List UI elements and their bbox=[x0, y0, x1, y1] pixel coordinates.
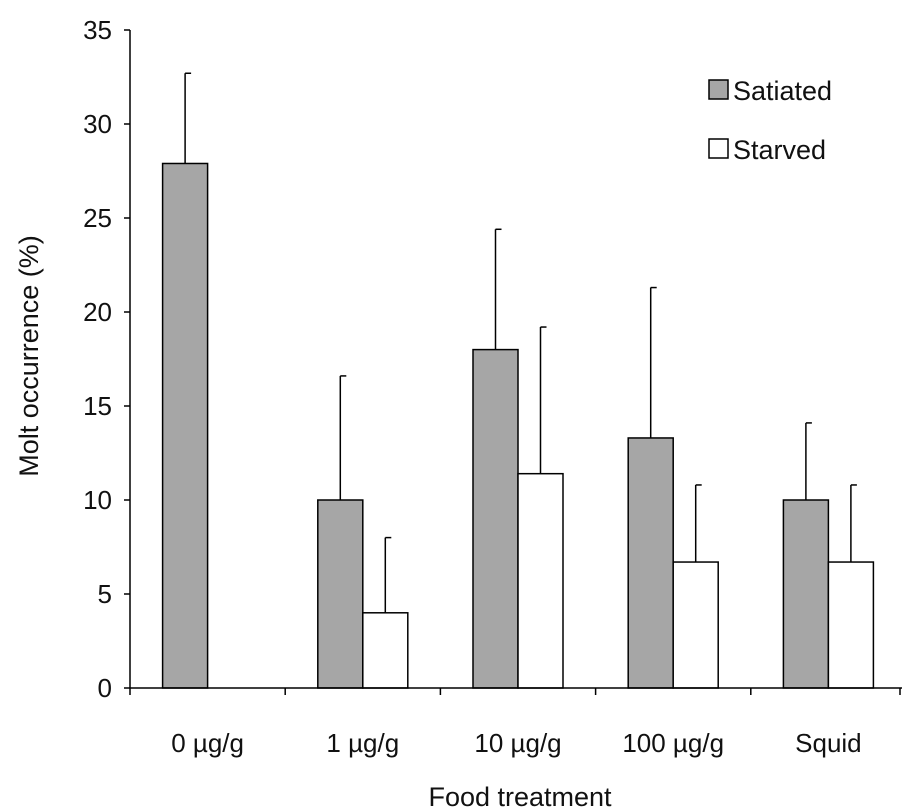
bar-satiated-3 bbox=[627, 437, 674, 689]
x-tick-label-2: 10 µg/g bbox=[474, 728, 561, 758]
error-bars-layer bbox=[184, 72, 857, 613]
legend-label-starved: Starved bbox=[733, 135, 826, 165]
bar-starved-4 bbox=[827, 561, 875, 689]
bar-starved-1 bbox=[362, 612, 409, 689]
y-tick-label-5: 5 bbox=[98, 579, 112, 609]
bar-starved-2 bbox=[517, 472, 564, 689]
y-axis-title: Molt occurrence (%) bbox=[14, 235, 44, 477]
y-tick-label-30: 30 bbox=[83, 109, 112, 139]
bar-starved-3 bbox=[672, 561, 719, 689]
legend-swatch-starved bbox=[708, 138, 729, 159]
bar-satiated-2 bbox=[472, 348, 519, 689]
bar-satiated-4 bbox=[782, 499, 830, 689]
x-tick-label-4: Squid bbox=[795, 728, 862, 758]
legend-swatch-satiated bbox=[708, 79, 729, 100]
y-tick-label-25: 25 bbox=[83, 203, 112, 233]
legend: Satiated Starved bbox=[708, 76, 832, 165]
bar-satiated-1 bbox=[317, 499, 364, 689]
legend-label-satiated: Satiated bbox=[733, 76, 832, 106]
bars-layer bbox=[161, 162, 875, 689]
x-ticks-layer: 0 µg/g 1 µg/g 10 µg/g 100 µg/g Squid bbox=[129, 688, 901, 758]
bar-satiated-0 bbox=[161, 162, 209, 689]
x-tick-label-0: 0 µg/g bbox=[171, 728, 244, 758]
y-ticks-layer: 0 5 10 15 20 25 30 35 bbox=[83, 15, 130, 703]
x-tick-label-1: 1 µg/g bbox=[326, 728, 399, 758]
axes-layer bbox=[129, 30, 902, 689]
y-tick-label-10: 10 bbox=[83, 485, 112, 515]
y-tick-label-35: 35 bbox=[83, 15, 112, 45]
x-axis-title: Food treatment bbox=[428, 782, 612, 812]
y-tick-label-20: 20 bbox=[83, 297, 112, 327]
x-tick-label-3: 100 µg/g bbox=[622, 728, 724, 758]
y-tick-label-0: 0 bbox=[98, 673, 112, 703]
y-tick-label-15: 15 bbox=[83, 391, 112, 421]
